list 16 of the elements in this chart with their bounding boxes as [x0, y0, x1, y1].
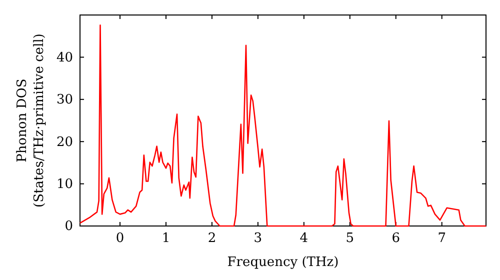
x-tick-label: 3: [254, 231, 262, 246]
line-series: [79, 24, 487, 227]
x-tick-label: 0: [116, 231, 124, 246]
y-tick-label: 30: [56, 92, 73, 108]
x-tick-label: 1: [162, 231, 170, 246]
y-axis-title: Phonon DOS (States/THz·primitive cell): [15, 33, 47, 208]
y-tick-label: 40: [56, 50, 73, 66]
x-tick-label: 5: [346, 231, 354, 246]
x-tick-label: 4: [300, 231, 308, 246]
y-tick-label: 0: [64, 219, 73, 234]
x-tick-label: 6: [392, 231, 400, 246]
y-tick-label: 20: [56, 134, 73, 150]
y-tick-label: 10: [56, 176, 73, 192]
x-tick-label: 2: [208, 231, 216, 246]
x-tick-label: 7: [438, 231, 446, 246]
x-axis-title: Frequency (THz): [227, 255, 339, 270]
